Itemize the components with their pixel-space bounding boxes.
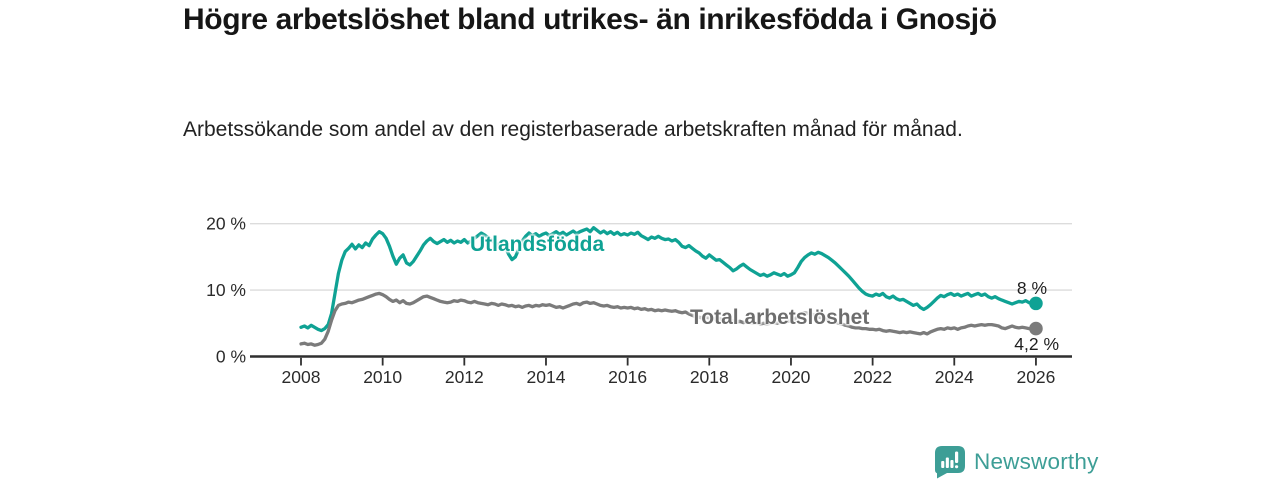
series-end-dot-utlandsfodda <box>1029 296 1043 311</box>
x-tick-label: 2014 <box>527 367 566 387</box>
x-tick-label: 2010 <box>363 367 402 387</box>
x-tick-label: 2016 <box>608 367 647 387</box>
series-line-total <box>299 291 1038 347</box>
newsworthy-logo-icon <box>935 446 965 479</box>
x-tick-label: 2018 <box>690 367 729 387</box>
newsworthy-brand[interactable]: Newsworthy <box>934 446 1099 479</box>
brand-name: Newsworthy <box>974 449 1099 474</box>
chart-subtitle: Arbetssökande som andel av den registerb… <box>183 118 963 141</box>
series-label-utlandsfodda: Utlandsfödda <box>470 233 605 256</box>
series-end-dot-total <box>1029 321 1043 336</box>
chart-title: Högre arbetslöshet bland utrikes- än inr… <box>183 3 997 36</box>
y-axis-label: 0 % <box>216 347 246 367</box>
series-label-total-arbetsloshet: Total arbetslöshet <box>690 306 870 329</box>
x-tick-label: 2008 <box>282 367 321 387</box>
y-axis-label: 10 % <box>206 280 246 300</box>
series-line-utlandsfodda <box>299 226 1038 333</box>
x-tick-label: 2020 <box>771 367 810 387</box>
end-value-label-total: 4,2 % <box>1014 334 1059 354</box>
x-tick-label: 2022 <box>853 367 892 387</box>
end-value-label-utlandsfodda: 8 % <box>1016 278 1047 298</box>
x-tick-label: 2024 <box>935 367 974 387</box>
x-tick-label: 2012 <box>445 367 484 387</box>
y-axis-label: 20 % <box>206 214 246 234</box>
x-tick-label: 2026 <box>1016 367 1055 387</box>
